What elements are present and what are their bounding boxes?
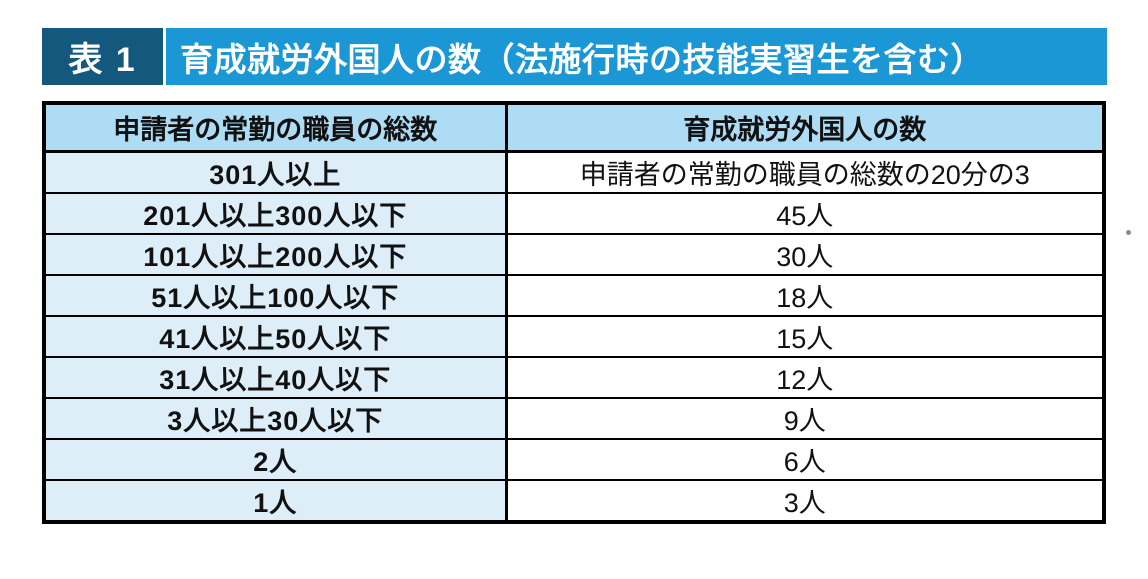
table-header-row: 申請者の常勤の職員の総数 育成就労外国人の数 [43, 102, 1105, 153]
data-table-container: 申請者の常勤の職員の総数 育成就労外国人の数 301人以上 申請者の常勤の職員の総… [42, 101, 1106, 524]
table-number-tag: 表 1 [42, 28, 163, 85]
table-row: 101人以上200人以下 30人 [43, 232, 1105, 276]
worker-count-cell: 申請者の常勤の職員の総数の20分の3 [505, 150, 1105, 194]
table-row: 41人以上50人以下 15人 [43, 314, 1105, 358]
staff-total-cell: 1人 [43, 478, 508, 523]
worker-count-cell: 18人 [505, 273, 1105, 317]
staff-total-cell: 101人以上200人以下 [43, 232, 508, 276]
column-header-staff-total: 申請者の常勤の職員の総数 [43, 102, 508, 153]
table-row: 3人以上30人以下 9人 [43, 396, 1105, 440]
worker-count-cell: 30人 [505, 232, 1105, 276]
stray-dot-artifact [1126, 230, 1131, 235]
table-row: 301人以上 申請者の常勤の職員の総数の20分の3 [43, 150, 1105, 194]
table-row: 1人 3人 [43, 478, 1105, 523]
table-row: 2人 6人 [43, 437, 1105, 481]
table-body: 301人以上 申請者の常勤の職員の総数の20分の3 201人以上300人以下 45人 1… [43, 150, 1105, 523]
worker-count-cell: 3人 [505, 478, 1105, 523]
worker-count-cell: 15人 [505, 314, 1105, 358]
table-row: 51人以上100人以下 18人 [43, 273, 1105, 317]
staff-total-cell: 41人以上50人以下 [43, 314, 508, 358]
staff-total-cell: 2人 [43, 437, 508, 481]
table-title: 育成就労外国人の数（法施行時の技能実習生を含む） [166, 28, 1107, 85]
staff-total-cell: 31人以上40人以下 [43, 355, 508, 399]
worker-count-cell: 12人 [505, 355, 1105, 399]
worker-count-cell: 45人 [505, 191, 1105, 235]
staff-total-cell: 3人以上30人以下 [43, 396, 508, 440]
worker-count-cell: 9人 [505, 396, 1105, 440]
worker-count-cell: 6人 [505, 437, 1105, 481]
staff-total-cell: 51人以上100人以下 [43, 273, 508, 317]
table-row: 31人以上40人以下 12人 [43, 355, 1105, 399]
column-header-foreign-workers: 育成就労外国人の数 [505, 102, 1105, 153]
table-title-banner: 表 1 育成就労外国人の数（法施行時の技能実習生を含む） [42, 28, 1107, 85]
table-row: 201人以上300人以下 45人 [43, 191, 1105, 235]
staff-total-cell: 301人以上 [43, 150, 508, 194]
worker-count-table: 申請者の常勤の職員の総数 育成就労外国人の数 301人以上 申請者の常勤の職員の総… [42, 101, 1106, 524]
staff-total-cell: 201人以上300人以下 [43, 191, 508, 235]
